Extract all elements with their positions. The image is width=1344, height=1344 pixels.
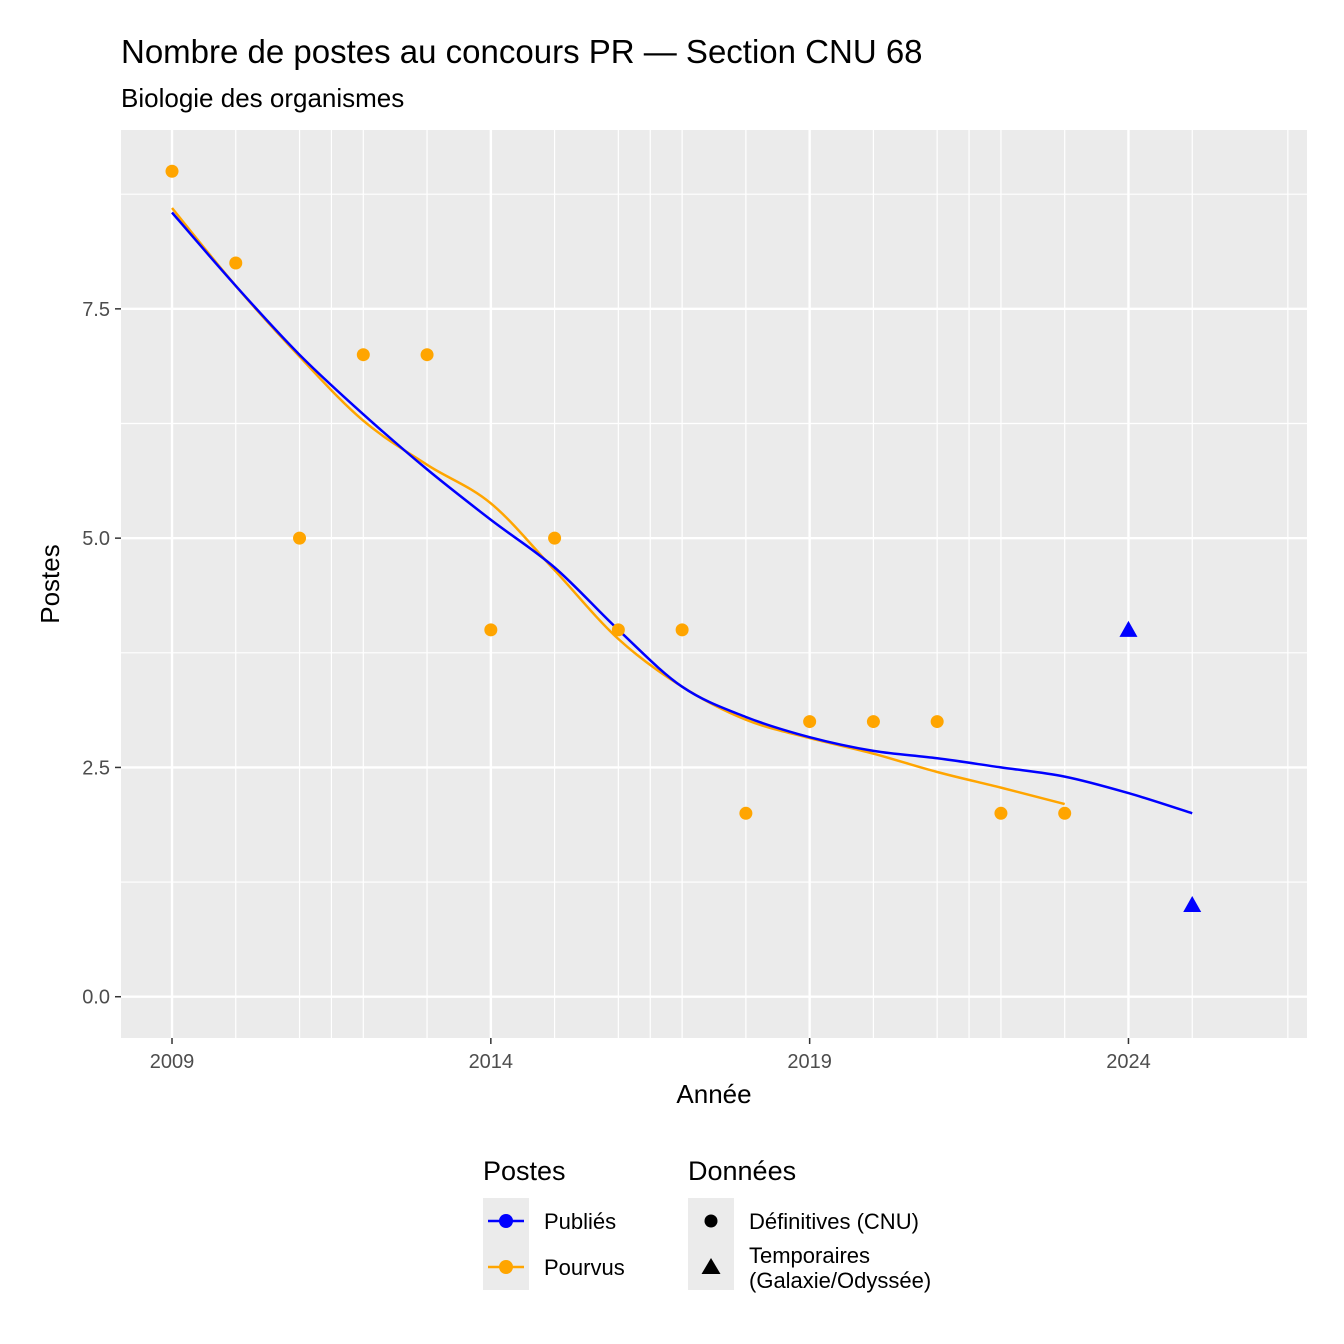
y-tick-label: 2.5 [82, 757, 110, 779]
point-pourvus-2011 [293, 531, 307, 545]
plot-panel [121, 130, 1307, 1038]
y-tick-label: 5.0 [82, 528, 110, 550]
data-points [165, 164, 1202, 913]
point-pourvus-2021 [930, 715, 944, 729]
legend-label-publies: Publiés [544, 1209, 616, 1234]
smooth-line-pourvus [171, 207, 1066, 806]
point-pourvus-2023 [1058, 806, 1072, 820]
legend-key-triangle-temporaires [701, 1258, 721, 1274]
smooth-line-publies [171, 211, 1193, 815]
chart-subtitle: Biologie des organismes [121, 83, 404, 113]
x-tick-label: 2014 [469, 1051, 514, 1073]
point-temp-publies-2025 [1183, 896, 1202, 913]
point-pourvus-2018 [739, 806, 753, 820]
legend-label-temporaires-source: (Galaxie/Odyssée) [749, 1268, 931, 1293]
legend-label-definitives: Définitives (CNU) [749, 1209, 919, 1234]
grid-major [121, 130, 1307, 1038]
x-tick-label: 2024 [1106, 1051, 1151, 1073]
legend-key-dot-publies [499, 1214, 513, 1228]
smooth-lines [171, 207, 1193, 815]
point-temp-publies-2024 [1119, 620, 1138, 637]
point-pourvus-2010 [229, 256, 243, 270]
legend-title-postes: Postes [483, 1156, 566, 1186]
y-tick-label: 7.5 [82, 299, 110, 321]
legend-label-temporaires: Temporaires [749, 1243, 870, 1268]
legend-key-dot-pourvus [499, 1260, 513, 1274]
point-pourvus-2019 [803, 715, 817, 729]
y-tick-label: 0.0 [82, 987, 110, 1009]
legend-key-circle-definitives [704, 1214, 718, 1228]
point-pourvus-2009 [165, 164, 179, 178]
x-tick-label: 2009 [150, 1051, 195, 1073]
x-tick-label: 2019 [787, 1051, 832, 1073]
axis-ticks: 0.0 2.5 5.0 7.5 2009 2014 2019 2024 [82, 299, 1151, 1073]
legend: Postes Publiés Pourvus Données Définitiv… [483, 1156, 931, 1293]
point-pourvus-2020 [866, 715, 880, 729]
y-axis-title: Postes [35, 544, 65, 624]
point-pourvus-2012 [356, 348, 370, 362]
legend-title-donnees: Données [688, 1156, 796, 1186]
point-pourvus-2017 [675, 623, 689, 637]
x-axis-title: Année [676, 1079, 751, 1109]
chart-title: Nombre de postes au concours PR — Sectio… [121, 33, 923, 70]
point-pourvus-2015 [548, 531, 562, 545]
legend-label-pourvus: Pourvus [544, 1255, 625, 1280]
point-pourvus-2014 [484, 623, 498, 637]
point-pourvus-2016 [611, 623, 625, 637]
point-pourvus-2022 [994, 806, 1008, 820]
point-pourvus-2013 [420, 348, 434, 362]
